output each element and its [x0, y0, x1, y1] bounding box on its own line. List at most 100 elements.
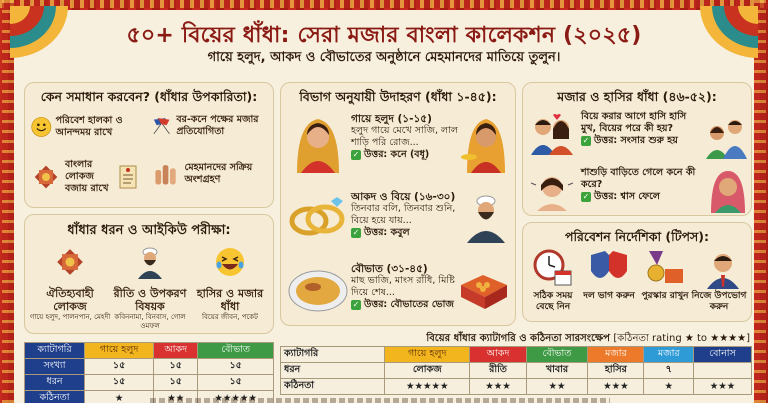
benefits-title: কেন সমাধান করবেন? (ধাঁধার উপকারিতা):: [40, 89, 258, 104]
clock-calendar-icon: [533, 249, 572, 286]
funny-riddles-panel: মজার ও হাসির ধাঁধা (৪৬-৫২): বিয়ে করার আ…: [522, 82, 752, 216]
table-cell: ১৫: [153, 358, 199, 375]
riddle-example: বৌভাত (৩১-৪৫) মাছ ভাজি, মাংস রাঁধি, মিষ্…: [351, 263, 461, 311]
benefit-item: পরিবেশ হালকা ও আনন্দময় রাখে: [31, 113, 149, 141]
table-header-cell: আকদ: [469, 346, 527, 363]
riddle-text: মাছ ভাজি, মাংস রাঁধি, মিষ্টি দিয়ে শেষ..…: [351, 275, 455, 298]
riddle-question: শাশুড়ি বাড়িতে গেলে কনে কী করে?: [581, 167, 696, 190]
mandala-icon: [34, 165, 58, 189]
table-row: ধরন ১৫ ১৫ ১৫: [24, 374, 274, 391]
table-header-cell: বোনাস: [693, 346, 752, 363]
laughing-emoji-icon: [216, 248, 244, 276]
tips-title: পরিবেশন নির্দেশিকা (টিপস):: [564, 229, 709, 244]
smiley-icon: [31, 117, 52, 137]
star-rating: ★★★: [587, 378, 645, 395]
type-title: ঐতিহ্যবাহী লোকজ: [46, 287, 94, 313]
riddle-example: আকদ ও বিয়ে (১৬-৩০) তিনবার বলি, তিনবার শ…: [351, 191, 461, 239]
star-rating: ★: [643, 378, 695, 395]
tip-label: সঠিক সময় বেছে নিন: [533, 291, 573, 312]
benefit-label: মেহমানদের সক্রিয় অংশগ্রহণ: [184, 162, 253, 185]
riddle-types-panel: ধাঁধার ধরন ও আইকিউ পরীক্ষা: ঐতিহ্যবাহী ল…: [24, 214, 274, 334]
table-row: সংখ্যা ১৫ ১৫ ১৫: [24, 358, 274, 375]
check-icon: ✓: [351, 300, 361, 310]
riddle-answer: ✓ উত্তর: সংসার শুরু হয়: [581, 135, 701, 147]
examples-title: বিভাগ অনুযায়ী উদাহরণ (ধাঁধা ১-৪৫):: [299, 89, 497, 104]
wedding-rings-icon: [289, 197, 345, 236]
type-title: হাসির ও মজার ধাঁধা: [196, 287, 264, 313]
riddle-question: বিয়ে করার আগে হাসি হাসি মুখ, বিয়ের পরে…: [581, 111, 687, 134]
border-pattern-left: [2, 0, 14, 403]
table-header-cell: আকদ: [153, 342, 199, 359]
relieved-woman-icon: [530, 177, 574, 211]
table-cell: রীতি: [469, 362, 527, 379]
benefit-label: বাংলার লোকজ বজায় রাখে: [65, 159, 109, 194]
biryani-plate-icon: [288, 270, 348, 312]
border-pattern-top: [0, 0, 768, 8]
table-cell: ৭: [643, 362, 695, 379]
benefit-item: বাংলার লোকজ বজায় রাখে: [31, 159, 161, 195]
table-header-row: ক্যাটাগরি গায়ে হলুদ আকদ বৌভাত মজার মজার…: [280, 346, 752, 363]
check-icon: ✓: [581, 136, 591, 146]
groom-imam-icon: [467, 195, 505, 243]
table-header-cell: গায়ে হলুদ: [83, 342, 155, 359]
table-cell: লোকজ: [383, 362, 471, 379]
row-label: সংখ্যা: [24, 358, 85, 375]
type-item: রীতি ও উপকরণ বিষয়ক কবিননামা, বিনবাস, গো…: [109, 245, 191, 331]
examples-panel: বিভাগ অনুযায়ী উদাহরণ (ধাঁধা ১-৪৫): গায়…: [280, 82, 516, 326]
corner-ornament-icon: [700, 6, 758, 58]
benefit-label: বর-কনে পক্ষের মজার প্রতিযোগিতা: [176, 114, 259, 137]
funny-riddle: শাশুড়ি বাড়িতে গেলে কনে কী করে? ✓ উত্তর:…: [581, 167, 701, 203]
sweet-box-icon: [461, 275, 507, 309]
type-title: রীতি ও উপকরণ বিষয়ক: [113, 287, 187, 313]
table-header-cell: বৌভাত: [525, 346, 589, 363]
table-header-cell: বৌভাত: [197, 342, 274, 359]
answer-text: উত্তর: কবুল: [364, 227, 410, 238]
tip-label: পুরস্কার রাখুন: [641, 291, 689, 301]
riddle-heading: আকদ ও বিয়ে (১৬-৩০): [351, 191, 456, 203]
star-rating: ★: [83, 390, 155, 403]
mother-in-law-icon: [711, 171, 745, 213]
corner-ornament-icon: [10, 6, 68, 58]
benefit-item: মেহমানদের সক্রিয় অংশগ্রহণ: [153, 159, 271, 189]
riddle-heading: গায়ে হলুদ (১-১৫): [351, 113, 432, 125]
table-header-cell: মজার: [643, 346, 695, 363]
row-label: ধরন: [280, 362, 385, 379]
riddle-example: গায়ে হলুদ (১-১৫) হলুদ গায়ে মেখে সাজি, …: [351, 113, 461, 161]
riddle-answer: ✓ উত্তর: কনে (বধূ): [351, 149, 461, 161]
bride-icon: [297, 119, 339, 173]
check-icon: ✓: [351, 228, 361, 238]
check-icon: ✓: [581, 192, 591, 202]
page-title: ৫০+ বিয়ের ধাঁধা: সেরা মজার বাংলা কালেকশ…: [126, 23, 642, 48]
riddle-text: হলুদ গায়ে মেখে সাজি, লাল শাড়ি পরি রোজ.…: [351, 125, 458, 148]
tips-panel: পরিবেশন নির্দেশিকা (টিপস): সঠিক সময় বেছ…: [522, 222, 752, 322]
type-desc: গায়ে হলুদ, পালনপান, মেহদী: [29, 313, 111, 321]
check-icon: ✓: [351, 150, 361, 160]
funny-riddles-title: মজার ও হাসির ধাঁধা (৪৬-৫২):: [557, 89, 717, 104]
table-cell: খাবার: [525, 362, 589, 379]
page-subtitle: গায়ে হলুদ, আকদ ও বৌভাতের অনুষ্ঠানে মেহম…: [207, 50, 561, 65]
row-label: কঠিনতা: [24, 390, 85, 403]
table-cell: ১৫: [83, 358, 155, 375]
table-cell: হাসির: [587, 362, 645, 379]
answer-text: উত্তর: শ্বাস ফেলে: [594, 191, 660, 202]
table-header-cell: ক্যাটাগরি: [24, 342, 85, 359]
team-shields-icon: [591, 251, 627, 278]
riddle-text: তিনবার বলি, তিনবার শুনি, বিয়ে হয়ে যায়…: [351, 203, 456, 226]
category-count-table: ক্যাটাগরি গায়ে হলুদ আকদ বৌভাত সংখ্যা ১৫…: [24, 342, 274, 403]
answer-text: উত্তর: বৌভাতের ভোজ: [364, 299, 454, 310]
summary-table: ক্যাটাগরি গায়ে হলুদ আকদ বৌভাত মজার মজার…: [280, 346, 752, 395]
type-desc: কবিননামা, বিনবাস, গোল ওমফল: [114, 313, 186, 330]
row-label: কঠিনতা: [280, 378, 385, 395]
table-cell: ১৫: [197, 358, 274, 375]
table-cell: ১৫: [83, 374, 155, 391]
star-rating: ★★★★★: [383, 378, 471, 395]
row-label: ধরন: [24, 374, 85, 391]
table-row: ধরন লোকজ রীতি খাবার হাসির ৭: [280, 362, 752, 379]
medal-gift-icon: [647, 251, 683, 283]
funny-riddle: বিয়ে করার আগে হাসি হাসি মুখ, বিয়ের পরে…: [581, 111, 701, 147]
bride-holding-plate-icon: [461, 119, 505, 173]
table-cell: ১৫: [153, 374, 199, 391]
star-rating: ★★★: [469, 378, 527, 395]
table-header-row: ক্যাটাগরি গায়ে হলুদ আকদ বৌভাত: [24, 342, 274, 359]
table-row: কঠিনতা ★★★★★ ★★★ ★★ ★★★ ★ ★★★: [280, 378, 752, 395]
